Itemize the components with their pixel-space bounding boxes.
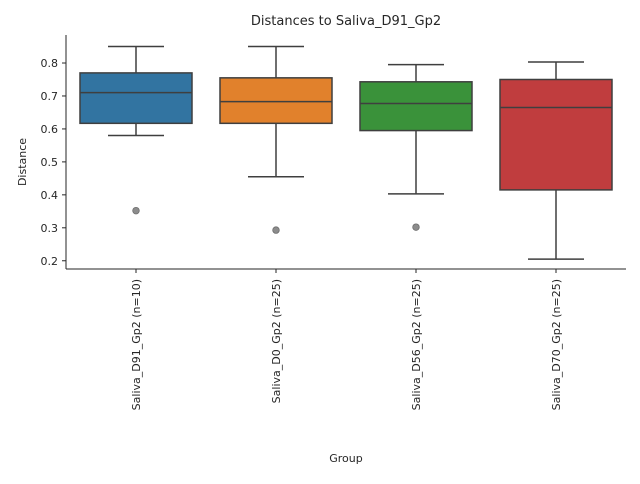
outlier-point [272,226,280,234]
y-tick-label: 0.3 [41,222,59,235]
x-tick-label: Saliva_D91_Gp2 (n=10) [130,279,143,410]
y-axis-label: Distance [16,138,29,186]
y-tick-label: 0.8 [41,57,59,70]
plot-area: 0.2 0.3 0.4 0.5 0.6 0.7 0.8 Saliva_D91_Gp2 (n=1… [41,35,626,410]
y-tick-label: 0.5 [41,156,59,169]
y-tick-label: 0.6 [41,123,59,136]
x-tick-label: Saliva_D56_Gp2 (n=25) [410,279,423,410]
x-axis-label: Group [329,452,363,465]
x-tick-label: Saliva_D0_Gp2 (n=25) [270,279,283,403]
y-tick-label: 0.2 [41,255,59,268]
x-tick-label: Saliva_D70_Gp2 (n=25) [550,279,563,410]
y-tick-label: 0.4 [41,189,59,202]
outlier-point [412,223,420,231]
box [359,81,473,132]
box [499,78,613,191]
box [219,77,333,125]
chart-title: Distances to Saliva_D91_Gp2 [251,14,441,29]
box [79,72,193,125]
y-tick-label: 0.7 [41,90,59,103]
outlier-point [132,206,140,215]
